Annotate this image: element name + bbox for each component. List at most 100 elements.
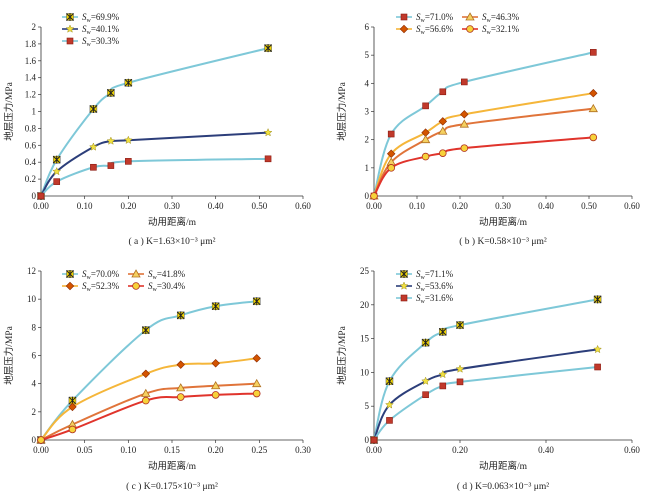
legend-label: Sw=70.0% bbox=[82, 269, 120, 281]
legend-label: Sw=46.3% bbox=[482, 12, 520, 24]
x-tick-label: 0.50 bbox=[581, 201, 597, 211]
series-line-3 bbox=[373, 136, 594, 197]
data-point-series-3 bbox=[252, 389, 261, 398]
data-point-series-2 bbox=[53, 178, 61, 185]
y-tick-label: 1.6 bbox=[25, 56, 37, 66]
data-point-series-1 bbox=[589, 88, 598, 98]
legend-label: Sw=40.1% bbox=[82, 24, 120, 36]
legend: Sw=69.9%Sw=40.1%Sw=30.3% bbox=[62, 12, 120, 48]
x-tick-label: 0.00 bbox=[33, 201, 49, 211]
legend-marker bbox=[66, 37, 74, 45]
y-tick-label: 1 bbox=[365, 163, 370, 173]
legend-marker bbox=[132, 282, 140, 290]
y-tick-label: 0.2 bbox=[25, 174, 36, 184]
x-tick-label: 0.10 bbox=[409, 201, 425, 211]
data-point-series-3 bbox=[37, 436, 45, 444]
y-axis-title: 地层压力/MPa bbox=[336, 325, 348, 384]
data-point-series-0 bbox=[387, 130, 395, 138]
data-point-series-1 bbox=[438, 369, 448, 379]
x-tick-label: 0.20 bbox=[208, 445, 224, 455]
legend-marker bbox=[66, 13, 74, 21]
data-point-series-1 bbox=[460, 110, 469, 119]
x-axis-title: 动用距离/m bbox=[479, 460, 528, 472]
chart-panel-a: 0.00 0.10 0.20 0.30 0.40 0.50 0.60 0 0.2 0.4 0.6 0.… bbox=[3, 12, 311, 247]
legend-label: Sw=69.9% bbox=[82, 12, 120, 24]
data-point-series-0 bbox=[89, 104, 98, 113]
y-tick-label: 0.4 bbox=[25, 157, 37, 167]
legend: Sw=71.0%Sw=56.6% Sw=46.3%Sw=32.1% bbox=[396, 12, 520, 36]
data-point-series-2 bbox=[141, 388, 151, 397]
data-point-series-3 bbox=[68, 425, 77, 434]
y-tick-label: 1.2 bbox=[25, 90, 36, 100]
x-tick-label: 0.15 bbox=[164, 445, 180, 455]
y-tick-label: 12 bbox=[27, 266, 36, 276]
data-point-series-1 bbox=[68, 402, 77, 412]
legend-label: Sw=32.1% bbox=[482, 24, 520, 36]
legend-marker bbox=[400, 294, 408, 302]
data-point-series-0 bbox=[141, 326, 150, 335]
series-line-2 bbox=[373, 107, 594, 197]
legend-marker bbox=[131, 269, 141, 278]
x-tick-label: 0.10 bbox=[120, 445, 136, 455]
data-point-series-0 bbox=[456, 321, 464, 330]
data-point-series-2 bbox=[420, 134, 431, 144]
legend-marker bbox=[66, 270, 74, 278]
data-point-series-2 bbox=[107, 162, 115, 169]
x-tick-label: 0.10 bbox=[77, 201, 93, 211]
legend-marker bbox=[399, 281, 409, 290]
data-point-series-1 bbox=[52, 166, 62, 176]
y-tick-label: 25 bbox=[360, 266, 370, 276]
x-tick-label: 0.20 bbox=[452, 201, 468, 211]
data-point-series-0 bbox=[421, 338, 430, 347]
chart-caption: ( c ) K=0.175×10⁻³ μm² bbox=[126, 481, 218, 492]
x-tick-label: 0.50 bbox=[251, 201, 267, 211]
data-point-series-0 bbox=[264, 44, 272, 53]
data-point-series-1 bbox=[263, 127, 273, 137]
data-point-series-0 bbox=[52, 155, 61, 164]
data-point-series-1 bbox=[211, 359, 220, 368]
data-point-series-1 bbox=[123, 135, 133, 144]
data-point-series-0 bbox=[211, 302, 220, 311]
legend-marker bbox=[400, 270, 408, 278]
y-tick-label: 1 bbox=[32, 107, 37, 117]
series-line-0 bbox=[373, 51, 594, 197]
x-tick-label: 0.60 bbox=[624, 201, 640, 211]
legend-label: Sw=53.6% bbox=[416, 281, 454, 293]
chart-panel-d: 0.00 0.20 0.40 0.60 0 5 10 15 20 25 动用距离/m 地层压力/MPa… bbox=[336, 266, 640, 492]
chart-panel-c: 0.00 0.05 0.10 0.15 0.20 0.25 0.30 0 2 4 6 8 10 12 动用距… bbox=[3, 266, 311, 492]
data-point-series-0 bbox=[422, 102, 429, 110]
data-point-series-1 bbox=[593, 344, 603, 354]
chart-caption: ( d ) K=0.063×10⁻³ μm² bbox=[457, 481, 549, 492]
y-tick-label: 0 bbox=[365, 191, 370, 201]
legend: Sw=71.1%Sw=53.6%Sw=31.6% bbox=[396, 269, 454, 305]
y-tick-label: 0.8 bbox=[25, 123, 37, 133]
data-point-series-0 bbox=[593, 295, 602, 304]
y-tick-label: 1.8 bbox=[25, 39, 37, 49]
series-line-2 bbox=[40, 157, 269, 197]
y-tick-label: 0.6 bbox=[25, 140, 37, 150]
x-tick-label: 0.60 bbox=[624, 445, 640, 455]
x-tick-label: 0.60 bbox=[295, 201, 311, 211]
series-line-0 bbox=[40, 300, 257, 441]
x-tick-label: 0.00 bbox=[366, 445, 382, 455]
data-point-series-3 bbox=[421, 152, 430, 161]
y-tick-label: 15 bbox=[360, 334, 370, 344]
legend-marker bbox=[65, 24, 75, 33]
data-point-series-0 bbox=[176, 311, 185, 320]
data-point-series-2 bbox=[386, 417, 393, 424]
data-point-series-2 bbox=[439, 382, 447, 390]
data-point-series-2 bbox=[264, 155, 272, 163]
y-tick-label: 10 bbox=[360, 367, 370, 377]
data-point-series-3 bbox=[142, 396, 150, 405]
data-point-series-2 bbox=[422, 391, 429, 399]
x-tick-label: 0.30 bbox=[164, 201, 180, 211]
data-point-series-0 bbox=[68, 396, 77, 405]
y-tick-label: 5 bbox=[365, 50, 370, 60]
y-axis-title: 地层压力/MPa bbox=[3, 81, 15, 140]
y-tick-label: 3 bbox=[365, 107, 370, 117]
data-point-series-1 bbox=[141, 369, 151, 379]
y-tick-label: 20 bbox=[360, 300, 370, 310]
y-tick-label: 4 bbox=[32, 379, 37, 389]
y-tick-label: 2 bbox=[365, 135, 370, 145]
